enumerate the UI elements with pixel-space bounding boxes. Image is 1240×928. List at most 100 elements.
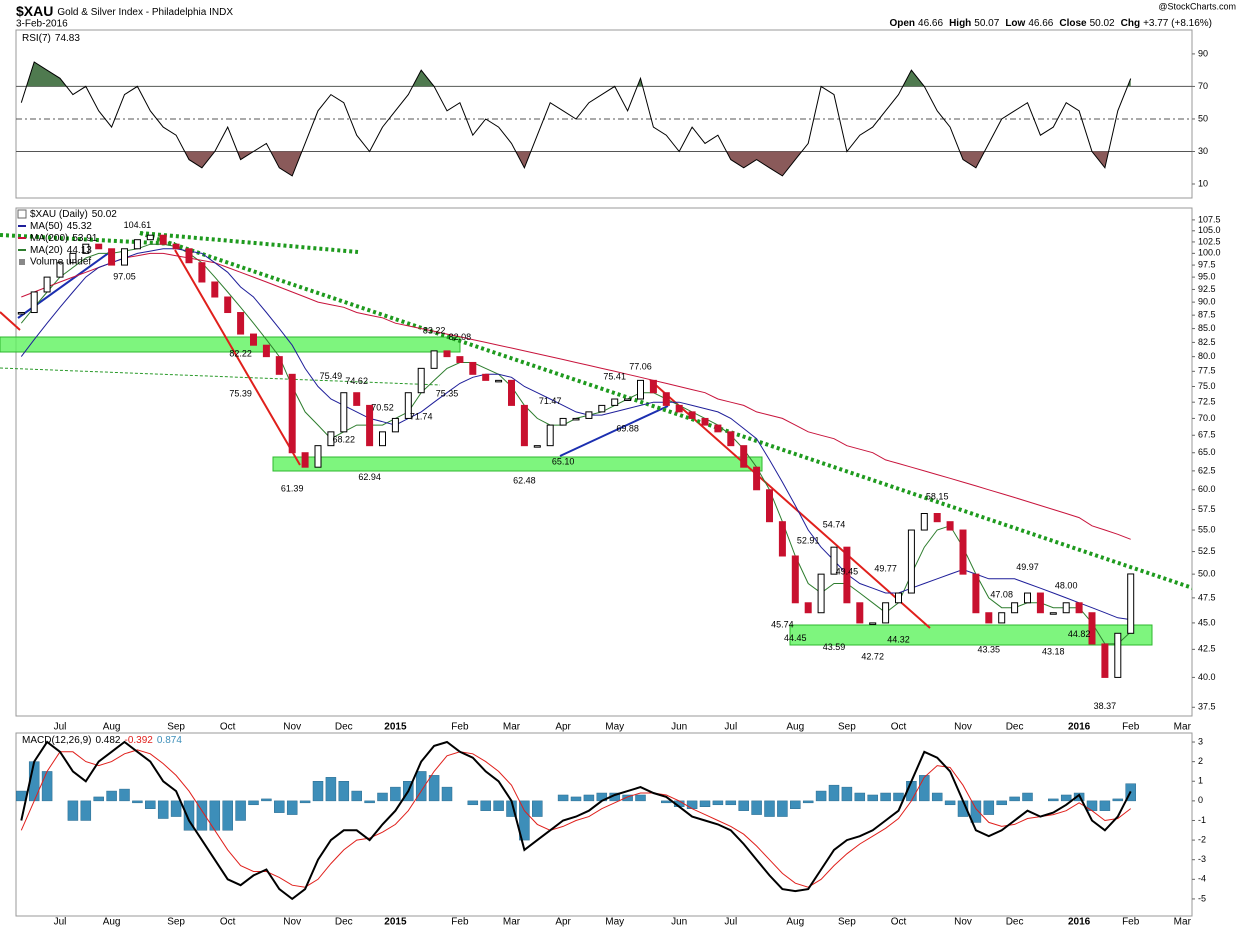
price-annotation: 83.22 bbox=[423, 326, 446, 336]
trend-line bbox=[139, 231, 359, 254]
macd-histogram-bar bbox=[183, 800, 195, 831]
candle bbox=[69, 252, 77, 264]
y-tick-label: 0 bbox=[1198, 795, 1203, 805]
candle bbox=[559, 417, 567, 426]
trend-line bbox=[139, 231, 1192, 590]
macd-histogram-bar bbox=[67, 800, 79, 821]
candle bbox=[146, 234, 154, 241]
price-annotation: 75.39 bbox=[229, 388, 252, 398]
candle bbox=[417, 367, 425, 394]
candle bbox=[933, 513, 941, 523]
legend-entry: MA(20) 44.13 bbox=[30, 245, 92, 256]
rsi-line bbox=[20, 61, 1132, 177]
candle bbox=[895, 592, 902, 604]
macd-histogram-bar bbox=[390, 786, 401, 802]
candle bbox=[133, 239, 141, 250]
macd-histogram-bar bbox=[815, 790, 827, 802]
y-tick-label: 67.5 bbox=[1198, 430, 1216, 440]
candle bbox=[30, 291, 38, 314]
candle bbox=[1024, 592, 1031, 604]
candle bbox=[82, 243, 90, 254]
x-tick-label: Dec bbox=[1006, 722, 1024, 733]
price-annotation: 62.94 bbox=[358, 472, 381, 482]
trend-line bbox=[559, 405, 669, 457]
x-tick-label: Jul bbox=[724, 917, 737, 928]
candle bbox=[43, 276, 51, 293]
quote-value: +3.77 (+8.16%) bbox=[1143, 18, 1212, 29]
macd-histogram-bar bbox=[248, 800, 259, 806]
macd-histogram-bar bbox=[570, 796, 582, 802]
price-annotation: 43.59 bbox=[823, 642, 846, 652]
y-tick-label: -2 bbox=[1198, 834, 1206, 844]
y-tick-label: 102.5 bbox=[1198, 236, 1221, 246]
candle bbox=[882, 602, 890, 624]
candle bbox=[469, 361, 477, 375]
macd-histogram-bar bbox=[286, 800, 298, 815]
rsi-title: RSI(7) 74.83 bbox=[22, 33, 80, 44]
trend-line bbox=[0, 311, 21, 331]
x-tick-label: Nov bbox=[283, 917, 301, 928]
x-tick-label: Feb bbox=[1122, 722, 1140, 733]
candle bbox=[959, 529, 967, 575]
trend-line bbox=[649, 379, 931, 629]
x-tick-label: Sep bbox=[838, 917, 856, 928]
candle bbox=[920, 513, 928, 531]
candle bbox=[430, 350, 438, 369]
macd-histogram-bar bbox=[132, 800, 143, 804]
macd-histogram-bar bbox=[790, 800, 801, 809]
price-annotation: 48.00 bbox=[1055, 580, 1078, 590]
price-annotation: 104.61 bbox=[124, 220, 152, 230]
price-annotation: 65.10 bbox=[552, 456, 575, 466]
macd-histogram-bar bbox=[635, 794, 646, 802]
y-tick-label: 3 bbox=[1198, 736, 1203, 746]
candle bbox=[314, 445, 322, 468]
macd-histogram-bar bbox=[686, 800, 698, 809]
y-tick-label: 87.5 bbox=[1198, 310, 1216, 320]
macd-histogram-bar bbox=[557, 794, 569, 802]
macd-histogram-bar bbox=[338, 781, 350, 802]
macd-histogram-bar bbox=[493, 800, 504, 811]
macd-histogram-bar bbox=[41, 771, 53, 802]
candle bbox=[1101, 643, 1109, 678]
legend-swatch bbox=[17, 209, 27, 219]
y-tick-label: 77.5 bbox=[1198, 366, 1216, 376]
price-annotation: 47.08 bbox=[990, 589, 1013, 599]
macd-line bbox=[20, 740, 1132, 901]
price-annotation: 43.35 bbox=[978, 645, 1001, 655]
macd-histogram-bar bbox=[699, 800, 711, 807]
quote-value: 46.66 bbox=[1028, 18, 1053, 29]
rsi-last-value: 74.83 bbox=[55, 33, 80, 44]
rsi-panel bbox=[15, 29, 1193, 199]
y-tick-label: 72.5 bbox=[1198, 397, 1216, 407]
price-annotation: 74.62 bbox=[345, 376, 368, 386]
x-tick-label: Aug bbox=[103, 722, 121, 733]
price-annotation: 49.45 bbox=[836, 567, 859, 577]
price-annotation: 61.39 bbox=[281, 484, 304, 494]
candle bbox=[791, 555, 799, 604]
candle bbox=[391, 417, 399, 433]
macd-histogram-bar bbox=[725, 800, 737, 806]
x-tick-label: Aug bbox=[786, 917, 804, 928]
y-tick-label: 62.5 bbox=[1198, 465, 1216, 475]
candle bbox=[1114, 632, 1122, 678]
candle bbox=[830, 546, 838, 575]
candle bbox=[262, 344, 270, 358]
rsi-oversold-fill bbox=[21, 151, 1131, 176]
x-tick-label: Jul bbox=[724, 722, 737, 733]
candle bbox=[714, 424, 722, 433]
candle bbox=[1049, 612, 1057, 615]
support-zone bbox=[272, 456, 763, 472]
y-tick-label: 45.0 bbox=[1198, 617, 1216, 627]
macd-histogram-bar bbox=[480, 800, 491, 811]
y-tick-label: 70 bbox=[1198, 81, 1208, 91]
candle bbox=[972, 573, 980, 614]
macd-histogram-bar bbox=[661, 800, 672, 804]
candle bbox=[508, 379, 515, 406]
price-annotation: 49.77 bbox=[874, 564, 897, 574]
price-annotation: 43.18 bbox=[1042, 646, 1065, 656]
candle bbox=[675, 404, 683, 413]
x-tick-label: Nov bbox=[954, 722, 972, 733]
macd-histogram-bar bbox=[841, 786, 853, 802]
x-tick-label: May bbox=[605, 917, 624, 928]
macd-histogram-bar bbox=[764, 800, 775, 817]
